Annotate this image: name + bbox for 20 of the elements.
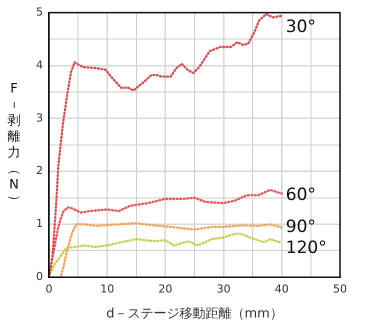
x-tick-label: 30: [216, 282, 231, 296]
series-label: 120°: [286, 238, 327, 258]
y-tick-label: 2: [36, 164, 43, 178]
y-tick-label: 4: [36, 58, 43, 72]
series-label: 30°: [286, 17, 316, 38]
line-series: [49, 232, 283, 278]
y-tick-label: 0: [36, 270, 43, 284]
y-tick-label: 1: [36, 217, 43, 230]
y-tick-label: 5: [36, 5, 43, 18]
x-axis-title: d－ステージ移動距離（mm）: [106, 306, 283, 322]
x-tick-label: 20: [158, 282, 172, 296]
x-tick-label: 10: [100, 282, 114, 296]
series-label: 90°: [286, 216, 316, 237]
line-series: [49, 222, 283, 278]
y-tick-label: 3: [36, 111, 43, 124]
series-label: 60°: [286, 185, 316, 206]
x-tick-label: 0: [46, 282, 52, 296]
x-tick-label: 40: [274, 282, 289, 296]
x-tick-label: 50: [333, 282, 347, 296]
y-axis-title: F－剥離力（N）: [6, 81, 22, 208]
